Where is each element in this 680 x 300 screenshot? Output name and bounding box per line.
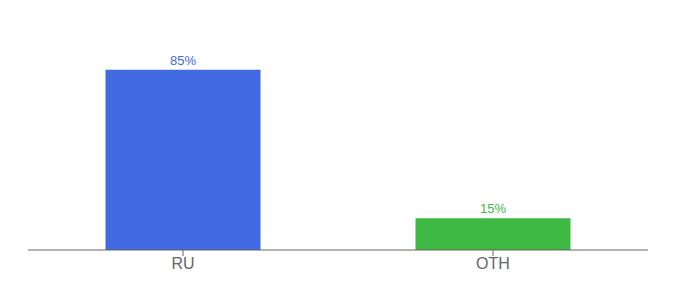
svg-text:OTH: OTH [476, 255, 510, 272]
svg-text:15%: 15% [480, 201, 506, 216]
svg-text:RU: RU [171, 255, 194, 272]
svg-text:85%: 85% [170, 53, 196, 68]
